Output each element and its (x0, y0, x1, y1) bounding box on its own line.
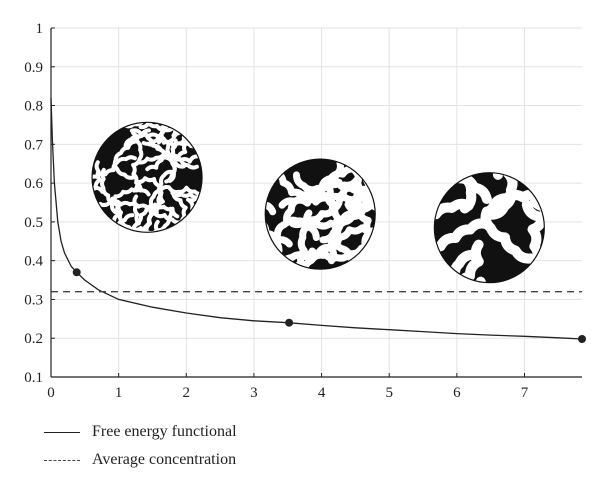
x-tick-label: 3 (250, 385, 258, 401)
x-tick-label: 5 (385, 385, 393, 401)
axes: 0 1 2 3 4 5 6 7 0.1 0.2 0.3 0.4 0.5 0.6 0.7 0.8 0.9 1 (24, 21, 582, 401)
y-tick-label: 0.4 (24, 254, 43, 270)
x-tick-label: 1 (115, 385, 123, 401)
data-point-marker (72, 268, 81, 277)
y-tick-label: 0.2 (24, 331, 43, 347)
free-energy-line (50, 97, 583, 340)
legend: Free energy functional Average concentra… (44, 418, 237, 474)
labyrinth-pattern-inset (434, 172, 545, 283)
y-tick-label: 0.5 (24, 215, 43, 231)
x-tick-label: 4 (318, 385, 326, 401)
legend-item-average-concentration: Average concentration (44, 446, 237, 474)
x-tick-label: 0 (47, 385, 55, 401)
x-tick-label: 2 (183, 385, 191, 401)
data-point-marker (578, 334, 586, 343)
legend-label-free-energy: Free energy functional (92, 423, 237, 440)
y-tick-label: 0.7 (24, 137, 43, 153)
x-tick-label: 7 (521, 385, 529, 401)
legend-dashed-line-icon (44, 459, 80, 461)
markers (72, 268, 586, 343)
y-tick-label: 0.6 (24, 176, 43, 192)
legend-solid-line-icon (44, 431, 80, 433)
series (50, 97, 583, 340)
y-tick-label: 0.9 (24, 60, 43, 76)
legend-label-average-concentration: Average concentration (92, 451, 237, 468)
y-tick-label: 0.3 (24, 292, 43, 308)
pattern-insets (91, 121, 545, 284)
data-point-marker (285, 318, 294, 327)
chart-area: 0 1 2 3 4 5 6 7 0.1 0.2 0.3 0.4 0.5 0.6 0.7 0.8 0.9 1 (24, 21, 586, 401)
y-tick-label: 0.1 (24, 370, 43, 386)
y-tick-label: 1 (36, 21, 44, 37)
x-tick-label: 6 (453, 385, 461, 401)
labyrinth-pattern-inset (92, 122, 203, 233)
y-tick-label: 0.8 (24, 99, 43, 115)
legend-item-free-energy: Free energy functional (44, 418, 237, 446)
